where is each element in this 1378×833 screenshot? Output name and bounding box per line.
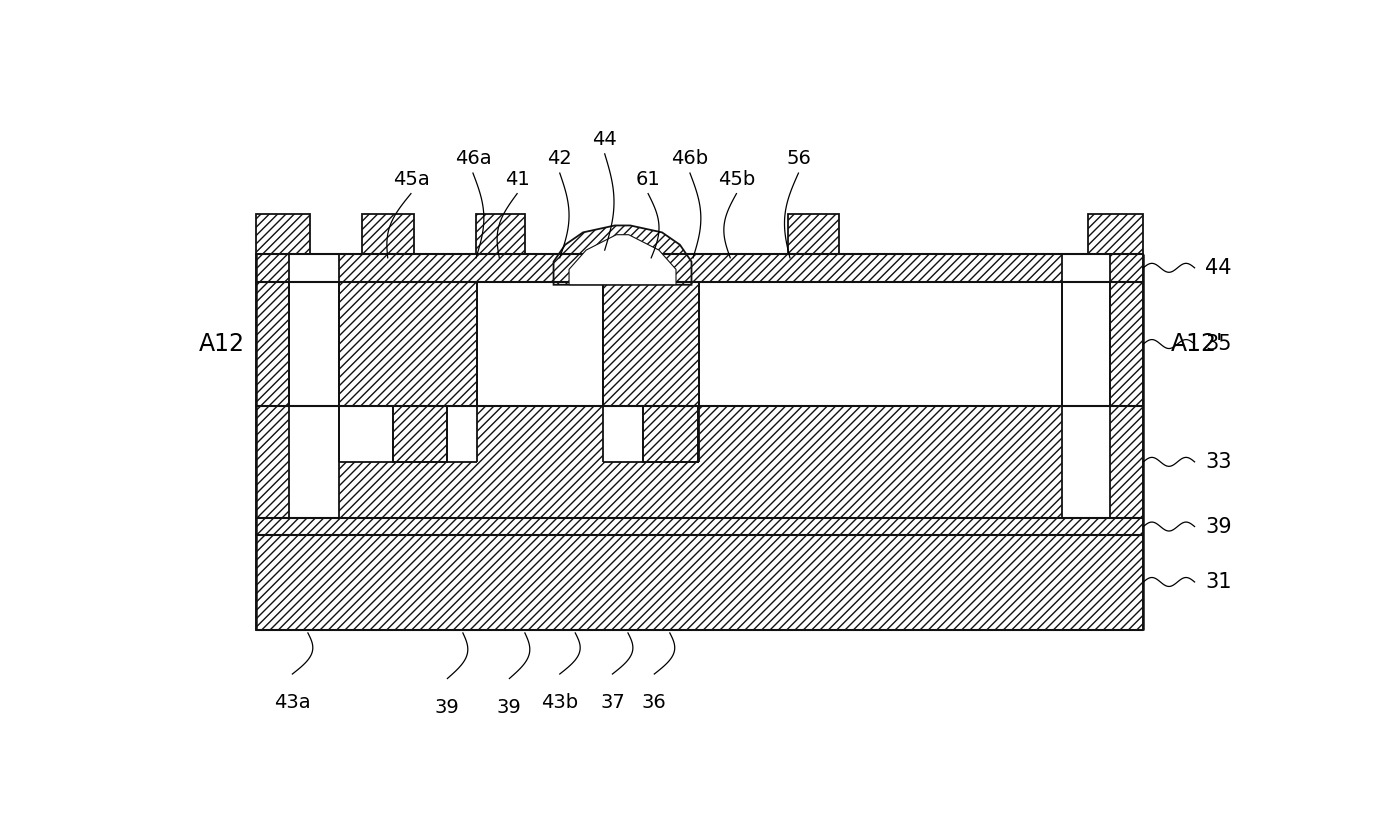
Text: A12': A12'	[1171, 332, 1224, 357]
Bar	[288, 254, 339, 282]
Bar	[393, 407, 448, 461]
Text: 37: 37	[599, 693, 624, 712]
Bar	[475, 214, 525, 254]
Text: 35: 35	[1206, 334, 1232, 354]
Text: 43b: 43b	[542, 693, 579, 712]
Bar	[256, 535, 1144, 630]
Bar	[256, 214, 310, 254]
Bar	[788, 214, 839, 254]
Bar	[1062, 282, 1111, 407]
Text: 36: 36	[642, 693, 667, 712]
Bar	[477, 282, 604, 407]
Bar	[644, 407, 697, 461]
Text: 39: 39	[497, 698, 522, 716]
Text: 45a: 45a	[393, 170, 430, 189]
Text: 33: 33	[1206, 451, 1232, 471]
Text: 56: 56	[785, 149, 810, 168]
Bar	[256, 254, 1144, 282]
Text: 45b: 45b	[718, 170, 755, 189]
Bar	[339, 282, 477, 407]
Bar	[604, 407, 699, 461]
Bar	[256, 518, 1144, 535]
Bar	[1062, 254, 1111, 282]
Bar	[339, 407, 477, 461]
Polygon shape	[569, 235, 677, 285]
Text: 31: 31	[1206, 572, 1232, 592]
Text: 46a: 46a	[455, 149, 492, 168]
Bar	[256, 282, 1144, 407]
Text: 44: 44	[1206, 258, 1232, 278]
Bar	[1089, 214, 1144, 254]
Text: 39: 39	[1206, 516, 1232, 536]
Bar	[362, 214, 413, 254]
Polygon shape	[554, 226, 692, 285]
Bar	[1062, 407, 1111, 518]
Bar	[256, 407, 1144, 518]
Text: 44: 44	[593, 130, 617, 149]
Bar	[288, 282, 339, 407]
Text: 61: 61	[635, 170, 660, 189]
Bar	[604, 282, 699, 407]
Bar	[288, 407, 339, 518]
Text: 41: 41	[504, 170, 529, 189]
Text: 39: 39	[435, 698, 460, 716]
Text: 43a: 43a	[274, 693, 310, 712]
Text: 42: 42	[547, 149, 572, 168]
Bar	[699, 282, 1062, 407]
Text: 46b: 46b	[671, 149, 708, 168]
Text: A12: A12	[198, 332, 245, 357]
